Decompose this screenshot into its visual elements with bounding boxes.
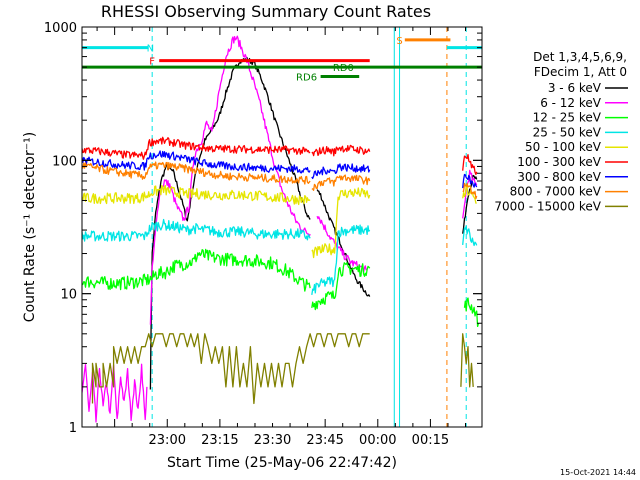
- series-3-6-kev-segment-2: [462, 174, 478, 234]
- y-tick-label: 100: [52, 154, 77, 169]
- legend-label-6-12-kev: 6 - 12 keV: [540, 96, 602, 110]
- status-bar-label-s: S: [396, 36, 402, 47]
- series-100-300-kev-segment-1: [311, 144, 371, 157]
- series-800-7000-kev-segment-0: [82, 161, 311, 185]
- chart-title: RHESSI Observing Summary Count Rates: [101, 2, 431, 21]
- series-12-25-kev: [82, 248, 480, 328]
- status-bar-label-f: F: [149, 57, 155, 68]
- series-3-6-kev-segment-0: [149, 56, 311, 390]
- legend-label-100-300-kev: 100 - 300 keV: [517, 155, 601, 169]
- series-50-100-kev-segment-1: [311, 187, 371, 259]
- legend-label-800-7000-kev: 800 - 7000 keV: [510, 185, 602, 199]
- series-25-50-kev-segment-1: [311, 224, 371, 296]
- y-tick-label: 1: [69, 421, 77, 436]
- series-7000-15000-kev-segment-0: [91, 333, 370, 405]
- y-tick-label: 1000: [44, 21, 77, 36]
- series-100-300-kev-segment-2: [462, 153, 478, 176]
- x-tick-label: 23:30: [254, 433, 291, 448]
- x-axis-title: Start Time (25-May-06 22:47:42): [167, 455, 397, 471]
- x-tick-label: 00:00: [359, 433, 396, 448]
- series-300-800-kev: [82, 150, 478, 189]
- series-50-100-kev-segment-0: [82, 184, 311, 206]
- event-vertical-lines: [151, 27, 467, 427]
- series-800-7000-kev-segment-2: [462, 182, 478, 200]
- generated-timestamp: 15-Oct-2021 14:44: [560, 468, 636, 477]
- series-6-12-kev-segment-3: [462, 169, 478, 219]
- y-axis-title: Count Rate (s⁻¹ detector⁻¹): [22, 132, 38, 322]
- status-bar-label-rd6: RD6: [296, 73, 317, 84]
- series-800-7000-kev: [82, 161, 478, 200]
- legend-label-12-25-kev: 12 - 25 keV: [533, 111, 602, 125]
- series-6-12-kev-segment-1: [149, 35, 311, 325]
- x-tick-label: 23:00: [149, 433, 186, 448]
- series-7000-15000-kev-segment-1: [460, 333, 474, 388]
- y-tick-label: 10: [60, 288, 77, 303]
- series-25-50-kev-segment-0: [82, 218, 311, 242]
- status-bars: NF S RD0 RD6: [82, 36, 482, 84]
- legend-label-50-100-kev: 50 - 100 keV: [525, 140, 602, 154]
- x-axis: 23:00 23:15 23:30 23:45 00:00 00:15: [96, 27, 467, 448]
- y-axis: 1 10 100 1000: [44, 21, 482, 436]
- x-tick-label: 23:15: [201, 433, 238, 448]
- series-12-25-kev-segment-0: [82, 248, 311, 292]
- series-12-25-kev-segment-2: [463, 297, 480, 328]
- legend: Det 1,3,4,5,6,9, FDecim 1, Att 0 3 - 6 k…: [494, 50, 628, 213]
- x-tick-label: 23:45: [306, 433, 343, 448]
- series-7000-15000-kev: [91, 333, 474, 405]
- series-300-800-kev-segment-2: [462, 173, 478, 189]
- legend-header-line-1: Det 1,3,4,5,6,9,: [533, 50, 627, 64]
- series-25-50-kev: [82, 218, 478, 296]
- series-50-100-kev-segment-2: [462, 184, 477, 204]
- legend-label-300-800-kev: 300 - 800 keV: [517, 170, 601, 184]
- series-300-800-kev-segment-0: [82, 150, 311, 174]
- plot-frame: [81, 26, 483, 428]
- legend-header-line-2: FDecim 1, Att 0: [534, 65, 627, 79]
- legend-label-3-6-kev: 3 - 6 keV: [548, 81, 602, 95]
- series-100-300-kev-segment-0: [82, 136, 311, 160]
- status-bar-label-rd0: RD0: [333, 63, 354, 74]
- series-50-100-kev: [82, 184, 477, 259]
- status-bar-label-n: N: [147, 44, 154, 55]
- series-300-800-kev-segment-1: [311, 163, 371, 180]
- series-group: [82, 35, 480, 423]
- legend-label-25-50-kev: 25 - 50 keV: [533, 125, 602, 139]
- series-800-7000-kev-segment-1: [311, 174, 371, 191]
- x-tick-label: 00:15: [412, 433, 449, 448]
- legend-label-7000-15000-kev: 7000 - 15000 keV: [494, 199, 601, 213]
- series-25-50-kev-segment-2: [462, 225, 478, 247]
- series-100-300-kev: [82, 136, 478, 176]
- series-12-25-kev-segment-1: [311, 262, 371, 311]
